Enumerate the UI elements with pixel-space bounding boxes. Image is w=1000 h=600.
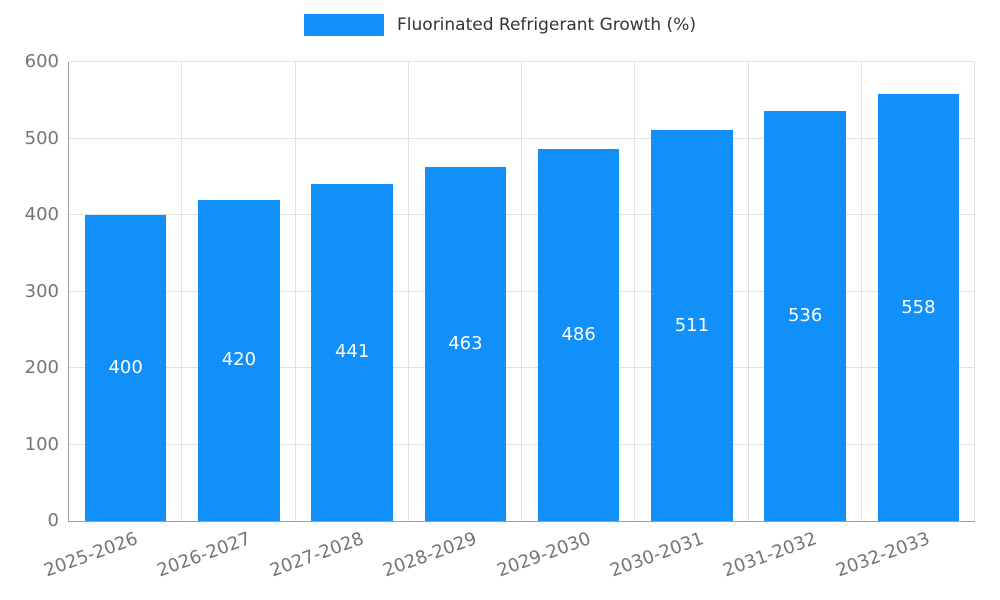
y-gridline [69,367,975,369]
x-gridline [407,62,409,521]
x-gridline [521,62,522,521]
y-tick-label: 600 [24,51,59,72]
x-tick-label: 2027-2028 [267,528,367,582]
bar-2032-2033[interactable] [877,94,960,521]
x-gridline [860,62,862,521]
y-tick-label: 300 [24,280,59,302]
y-gridline [69,214,975,216]
y-tick-label: 100 [24,433,59,455]
bar-2027-2028[interactable] [311,183,393,521]
x-tick-label: 2032-2033 [833,528,933,582]
x-gridline [974,62,975,521]
bar-2031-2032[interactable] [764,110,846,521]
y-tick-label: 500 [24,127,59,149]
x-gridline [747,62,749,521]
bar-2030-2031[interactable] [651,130,733,521]
x-tick-label: 2025-2026 [40,528,141,582]
x-tick-label: 2030-2031 [606,528,707,582]
y-gridline [69,443,975,445]
y-tick-label: 200 [24,357,59,379]
bar-2025-2026[interactable] [84,215,167,521]
bar-2028-2029[interactable] [424,166,507,521]
y-tick-label: 400 [24,204,59,226]
x-tick-label: 2026-2027 [153,528,254,582]
bar-2029-2030[interactable] [537,149,620,521]
x-tick-label: 2028-2029 [380,528,480,582]
x-gridline [181,62,183,521]
y-gridline [69,137,975,139]
bar-2026-2027[interactable] [198,199,280,521]
legend[interactable]: Fluorinated Refrigerant Growth (%) [0,14,1000,36]
x-tick-label: 2029-2030 [493,528,594,582]
x-gridline [294,62,296,521]
x-gridline [634,62,636,521]
legend-swatch-icon [304,14,385,36]
plot-area: 0 100 200 300 400 500 600 400 2025-2026 420 2026-2… [25,53,975,581]
legend-label: Fluorinated Refrigerant Growth (%) [397,15,696,35]
y-gridline [69,61,975,62]
y-tick-label: 0 [47,510,59,531]
x-tick-label: 2031-2032 [720,528,820,582]
y-gridline [69,290,975,292]
